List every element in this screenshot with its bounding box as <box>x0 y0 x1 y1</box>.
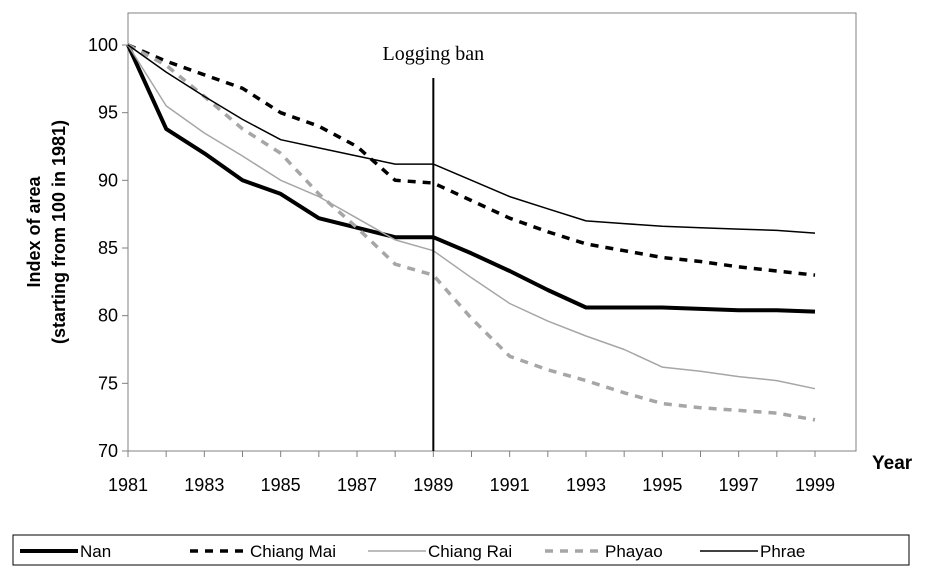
legend-label-nan: Nan <box>80 542 111 561</box>
y-tick-label: 80 <box>98 306 118 326</box>
y-tick-label: 90 <box>98 170 118 190</box>
x-tick-label: 1999 <box>795 475 835 495</box>
x-axis-ticks: 1981 1983 1985 1987 1989 1991 1993 1995 1997 1999 <box>108 451 835 495</box>
y-axis-title-line2: (starting from 100 in 1981) <box>49 120 69 344</box>
series-layer <box>126 43 816 422</box>
x-tick-label: 1989 <box>413 475 453 495</box>
y-axis-title-line1: Index of area <box>24 175 44 287</box>
y-tick-label: 70 <box>98 441 118 461</box>
x-tick-label: 1983 <box>184 475 224 495</box>
legend-frame <box>12 534 910 566</box>
legend-label-chiang-rai: Chiang Rai <box>428 542 512 561</box>
x-tick-label: 1987 <box>337 475 377 495</box>
y-tick-label: 75 <box>98 373 118 393</box>
legend-label-chiang-mai: Chiang Mai <box>250 542 336 561</box>
legend-items: Nan Chiang Mai Chiang Rai Phayao Phrae <box>20 542 805 561</box>
plot-area-frame <box>127 12 857 452</box>
x-tick-label: 1981 <box>108 475 148 495</box>
x-tick-label: 1991 <box>490 475 530 495</box>
x-axis-title: Year <box>872 453 913 474</box>
y-tick-label: 95 <box>98 103 118 123</box>
series-line-phrae <box>127 44 816 234</box>
y-tick-label: 100 <box>88 35 118 55</box>
x-tick-label: 1995 <box>642 475 682 495</box>
series-line-chiang-rai <box>127 44 816 390</box>
legend: Nan Chiang Mai Chiang Rai Phayao Phrae <box>12 534 910 566</box>
y-tick-label: 85 <box>98 238 118 258</box>
y-axis-ticks: 70 75 80 85 90 95 100 <box>88 35 128 461</box>
logging-ban-annotation: Logging ban <box>383 43 485 65</box>
x-tick-label: 1993 <box>566 475 606 495</box>
series-line-chiang-mai <box>127 43 816 277</box>
legend-label-phrae: Phrae <box>760 542 805 561</box>
y-axis-title: Index of area (starting from 100 in 1981… <box>24 120 69 344</box>
x-tick-label: 1985 <box>261 475 301 495</box>
legend-label-phayao: Phayao <box>605 542 663 561</box>
series-line-phayao <box>127 43 816 422</box>
x-tick-label: 1997 <box>719 475 759 495</box>
series-line-nan <box>126 44 816 314</box>
